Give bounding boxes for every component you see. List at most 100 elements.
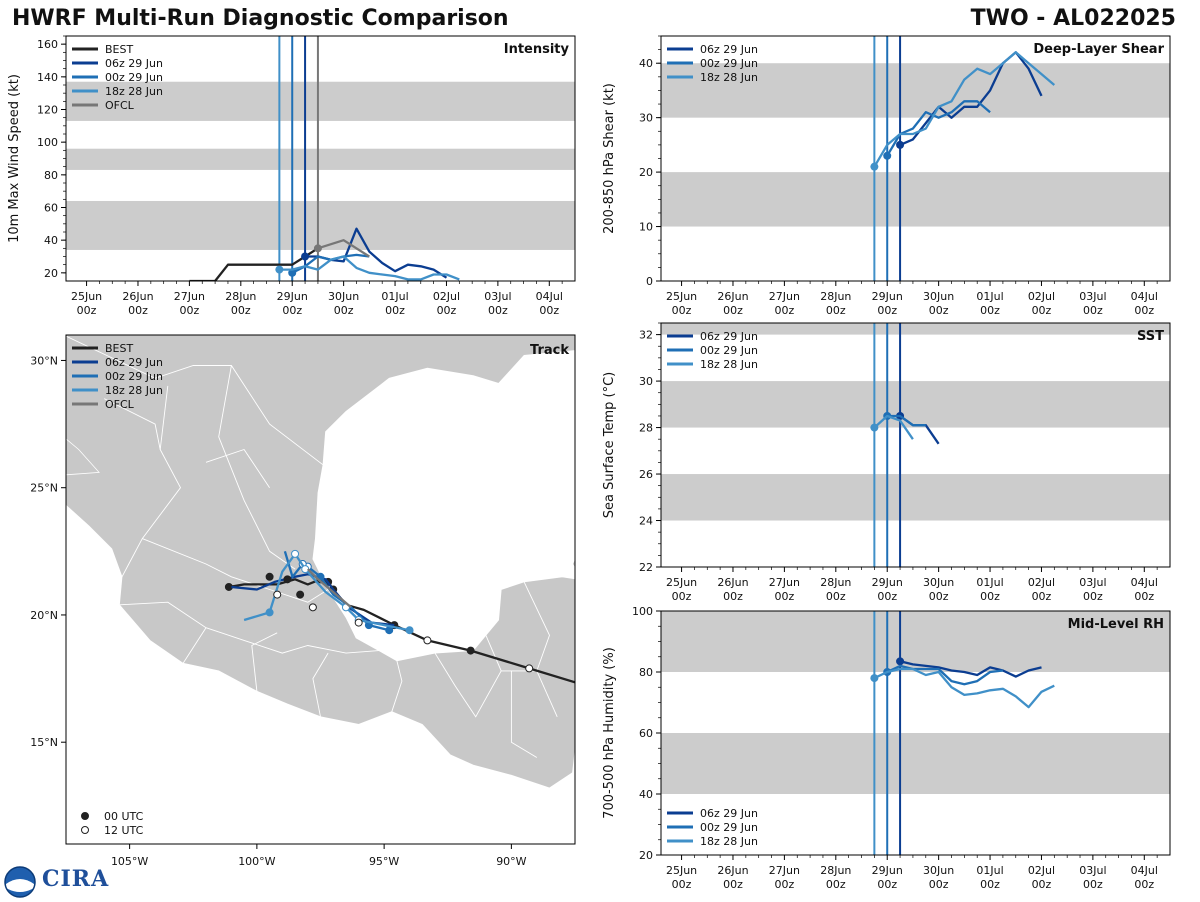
rh-xtick-day-label: 30Jun — [923, 864, 954, 877]
sst-series-00z-29-jun — [887, 414, 926, 427]
intensity-band-1 — [66, 148, 575, 170]
rh-xtick-hour-label: 00z — [826, 878, 846, 891]
sst-ytick-label: 28 — [639, 422, 653, 435]
track-border-1 — [121, 385, 182, 578]
sst-ytick-label: 26 — [639, 468, 653, 481]
shear-band-0 — [661, 172, 1170, 227]
sst-xtick-hour-label: 00z — [826, 590, 846, 603]
track-point-extra — [308, 603, 317, 612]
rh-series-00z-29-jun — [886, 664, 1004, 686]
sst-xtick-hour-label: 00z — [929, 590, 949, 603]
sst-frame — [660, 322, 1171, 568]
sst-xtick-hour-label: 00z — [1032, 590, 1052, 603]
track-ytick-label: 20°N — [30, 609, 58, 622]
sst-xtick-day-label: 03Jul — [1079, 576, 1106, 589]
sst-xtick-hour-label: 00z — [723, 590, 743, 603]
sst-xtick-day-label: 01Jul — [976, 576, 1003, 589]
intensity-series-best — [189, 247, 319, 281]
shear-xtick-hour-label: 00z — [826, 304, 846, 317]
track-border-11 — [536, 670, 558, 717]
track-legend-label-ofcl: OFCL — [105, 398, 135, 411]
track-border-12 — [510, 670, 538, 758]
shear-xtick-day-label: 04Jul — [1131, 290, 1158, 303]
marker-legend-filled — [81, 812, 89, 820]
storm-id-title: TWO - AL022025 — [970, 6, 1176, 31]
track-ytick-label: 25°N — [30, 482, 58, 495]
sst-xtick-hour-label: 00z — [877, 590, 897, 603]
rh-start-point-06z-29-jun — [896, 657, 905, 666]
intensity-legend-label-ofcl: OFCL — [105, 99, 135, 112]
shear-xtick-hour-label: 00z — [877, 304, 897, 317]
track-border-10 — [501, 581, 550, 672]
intensity-xtick-day-label: 02Jul — [433, 290, 460, 303]
panel-shear: 01020304025Jun00z26Jun00z27Jun00z28Jun00… — [602, 35, 1171, 317]
panel-rh: 2040608010025Jun00z26Jun00z27Jun00z28Jun… — [602, 605, 1171, 891]
track-xtick-label: 90°W — [496, 855, 526, 868]
shear-xtick-hour-label: 00z — [1083, 304, 1103, 317]
rh-xtick-day-label: 26Jun — [717, 864, 748, 877]
rh-xtick-day-label: 25Jun — [666, 864, 697, 877]
intensity-xtick-day-label: 30Jun — [328, 290, 359, 303]
track-border-5 — [182, 627, 207, 664]
rh-ylabel: 700-500 hPa Humidity (%) — [602, 647, 617, 819]
sst-xtick-day-label: 28Jun — [820, 576, 851, 589]
cira-logo: CIRA — [4, 866, 114, 898]
shear-xtick-hour-label: 00z — [775, 304, 795, 317]
track-legend-label-18z-28-jun: 18z 28 Jun — [105, 384, 163, 397]
intensity-ytick-label: 40 — [44, 234, 58, 247]
intensity-ytick-label: 80 — [44, 169, 58, 182]
sst-legend-label-00z-29-jun: 00z 29 Jun — [700, 344, 758, 357]
track-border-13 — [205, 448, 270, 488]
intensity-xtick-hour-label: 00z — [231, 304, 251, 317]
shear-band-1 — [661, 63, 1170, 118]
track-xtick-label: 100°W — [238, 855, 275, 868]
sst-legend-label-06z-29-jun: 06z 29 Jun — [700, 330, 758, 343]
sst-ytick-label: 30 — [639, 375, 653, 388]
rh-ytick-label: 100 — [632, 605, 653, 618]
track-xtick-label: 105°W — [111, 855, 148, 868]
sst-xtick-hour-label: 00z — [1134, 590, 1154, 603]
rh-band-1 — [661, 611, 1170, 672]
track-point-18z-28-jun — [291, 549, 300, 558]
track-series-ofcl — [306, 568, 352, 609]
track-land-cuba — [572, 558, 575, 569]
rh-legend-label-18z-28-jun: 18z 28 Jun — [700, 835, 758, 848]
intensity-xtick-day-label: 04Jul — [536, 290, 563, 303]
figure-title: HWRF Multi-Run Diagnostic Comparison — [12, 6, 509, 31]
shear-xtick-day-label: 26Jun — [717, 290, 748, 303]
shear-xtick-day-label: 03Jul — [1079, 290, 1106, 303]
shear-xtick-hour-label: 00z — [929, 304, 949, 317]
intensity-xtick-hour-label: 00z — [488, 304, 508, 317]
track-ytick-label: 30°N — [30, 354, 58, 367]
shear-ytick-label: 40 — [639, 57, 653, 70]
sst-xtick-day-label: 29Jun — [872, 576, 903, 589]
shear-xtick-day-label: 29Jun — [872, 290, 903, 303]
track-point-best — [466, 646, 475, 655]
panel-track: 105°W 100°W 95°W 90°W 15°N 20°N 25°N 30°N Track B… — [30, 334, 576, 868]
track-border-2 — [218, 365, 296, 570]
track-border-6 — [251, 632, 278, 692]
shear-xtick-day-label: 27Jun — [769, 290, 800, 303]
sst-ytick-label: 22 — [639, 561, 653, 574]
sst-plot-area — [661, 323, 1170, 567]
rh-xtick-hour-label: 00z — [723, 878, 743, 891]
sst-title: SST — [1137, 329, 1164, 344]
intensity-start-point-ofcl — [313, 244, 322, 253]
shear-ylabel: 200-850 hPa Shear (kt) — [602, 83, 617, 234]
sst-ytick-label: 32 — [639, 329, 653, 342]
track-border-7 — [312, 652, 329, 717]
shear-xtick-hour-label: 00z — [723, 304, 743, 317]
intensity-xtick-hour-label: 00z — [539, 304, 559, 317]
rh-xtick-day-label: 04Jul — [1131, 864, 1158, 877]
shear-ytick-label: 30 — [639, 112, 653, 125]
sst-series-18z-28-jun — [873, 414, 914, 440]
intensity-series-18z-28-jun — [279, 255, 460, 281]
shear-legend-label-06z-29-jun: 06z 29 Jun — [700, 43, 758, 56]
shear-xtick-hour-label: 00z — [672, 304, 692, 317]
panel-intensity: 2040608010012014016025Jun00z26Jun00z27Ju… — [7, 35, 576, 317]
rh-xtick-hour-label: 00z — [929, 878, 949, 891]
intensity-xtick-day-label: 27Jun — [174, 290, 205, 303]
